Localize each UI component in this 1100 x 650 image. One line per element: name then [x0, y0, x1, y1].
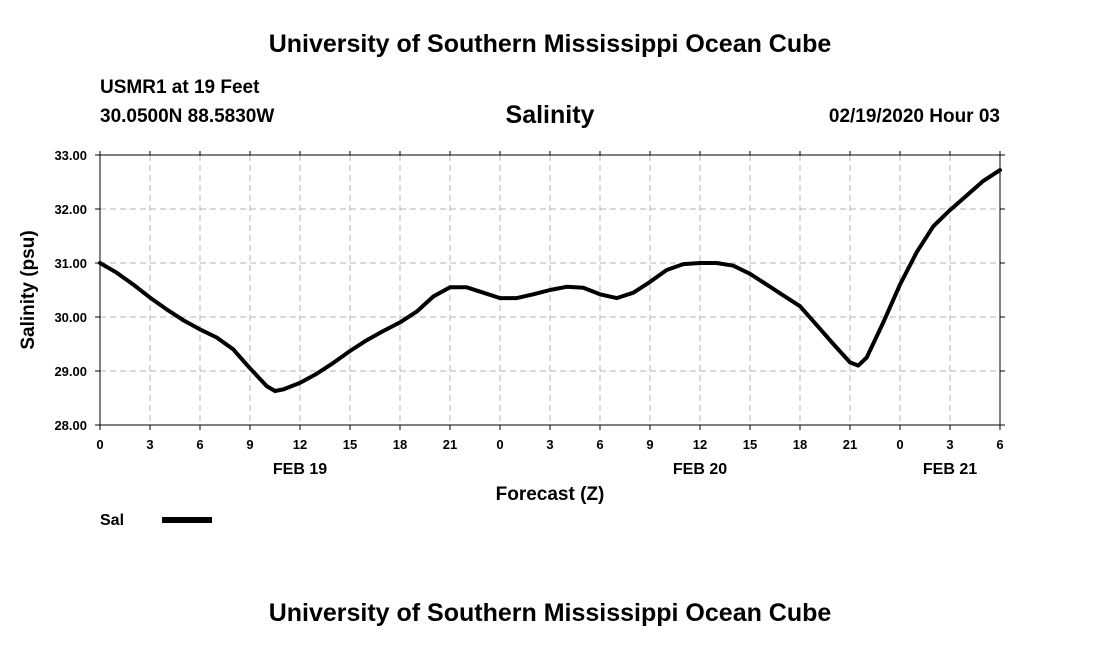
main-title: University of Southern Mississippi Ocean…	[268, 30, 832, 58]
x-date-label: FEB 20	[673, 461, 727, 478]
chart-title: Salinity	[505, 101, 595, 129]
legend-label: Sal	[100, 512, 124, 529]
forecast-timestamp: 02/19/2020 Hour 03	[828, 106, 1000, 127]
x-tick-label: 0	[496, 437, 503, 452]
x-tick-label: 21	[443, 437, 457, 452]
x-tick-label: 18	[793, 437, 807, 452]
x-tick-label: 18	[393, 437, 407, 452]
x-tick-label: 3	[546, 437, 553, 452]
station-coordinates: 30.0500N 88.5830W	[100, 106, 275, 127]
x-tick-label: 6	[596, 437, 603, 452]
x-tick-label: 12	[693, 437, 707, 452]
x-tick-label: 12	[293, 437, 307, 452]
y-tick-label: 29.00	[54, 364, 87, 379]
axis-labels: 28.00 29.00 30.00 31.00 32.00 33.00 0 3 6 9 12 15 18…	[54, 148, 1003, 478]
y-tick-label: 28.00	[54, 418, 87, 433]
y-axis-title: Salinity (psu)	[18, 230, 39, 349]
axis-ticks	[95, 151, 1005, 430]
x-tick-label: 0	[96, 437, 103, 452]
x-tick-label: 3	[946, 437, 953, 452]
x-tick-label: 21	[843, 437, 857, 452]
footer-title: University of Southern Mississippi Ocean…	[268, 599, 832, 627]
x-tick-label: 9	[646, 437, 653, 452]
salinity-series-line	[98, 168, 1002, 393]
x-tick-label: 3	[146, 437, 153, 452]
x-date-label: FEB 21	[923, 461, 977, 478]
station-label: USMR1 at 19 Feet	[100, 77, 260, 98]
y-tick-label: 33.00	[54, 148, 87, 163]
x-axis-title: Forecast (Z)	[496, 484, 605, 505]
x-tick-label: 9	[246, 437, 253, 452]
x-tick-label: 6	[196, 437, 203, 452]
x-tick-label: 15	[343, 437, 357, 452]
x-tick-label: 6	[996, 437, 1003, 452]
x-date-label: FEB 19	[273, 461, 327, 478]
x-tick-label: 15	[743, 437, 757, 452]
y-tick-label: 32.00	[54, 202, 87, 217]
x-tick-label: 0	[896, 437, 903, 452]
y-tick-label: 31.00	[54, 256, 87, 271]
y-tick-label: 30.00	[54, 310, 87, 325]
